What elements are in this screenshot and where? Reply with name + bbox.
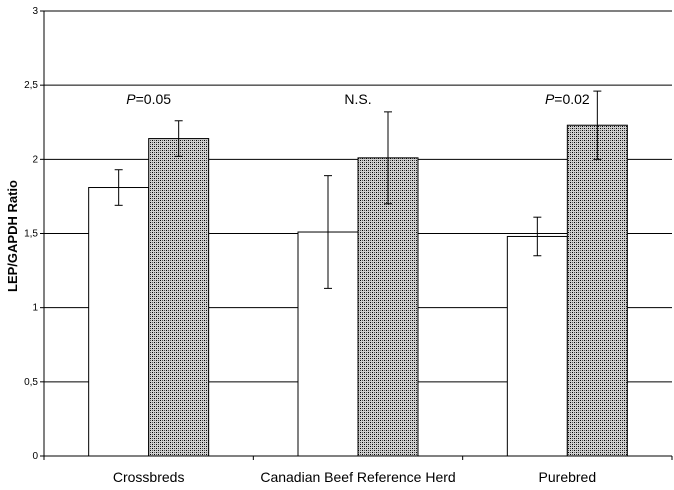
bar bbox=[148, 138, 210, 457]
x-category-label: Crossbreds bbox=[113, 469, 185, 485]
y-axis-label: LEP/GAPDH Ratio bbox=[5, 180, 20, 292]
y-tick-label: 2 bbox=[32, 154, 38, 165]
y-tick-label: 0,5 bbox=[24, 377, 38, 388]
bars bbox=[88, 124, 628, 457]
significance-annotation: N.S. bbox=[344, 91, 371, 107]
x-category-label: Purebred bbox=[539, 469, 597, 485]
bar bbox=[88, 187, 150, 457]
y-tick-label: 3 bbox=[32, 6, 38, 17]
y-tick-label: 0 bbox=[32, 451, 38, 462]
error-bars bbox=[114, 90, 602, 289]
x-category-label: Canadian Beef Reference Herd bbox=[260, 469, 455, 485]
axes bbox=[40, 10, 673, 460]
bar bbox=[566, 124, 628, 457]
y-tick-label: 1 bbox=[32, 303, 38, 314]
labels: 0 0,5 1 1,5 2 2,5 3 Crossbreds Canadian Beef Ref… bbox=[24, 6, 596, 485]
significance-annotation: P=0.02 bbox=[545, 91, 590, 107]
significance-annotation: P=0.05 bbox=[126, 91, 171, 107]
y-tick-label: 2,5 bbox=[24, 80, 38, 91]
bar bbox=[357, 157, 419, 457]
bar bbox=[506, 235, 568, 457]
y-tick-label: 1,5 bbox=[24, 229, 38, 240]
